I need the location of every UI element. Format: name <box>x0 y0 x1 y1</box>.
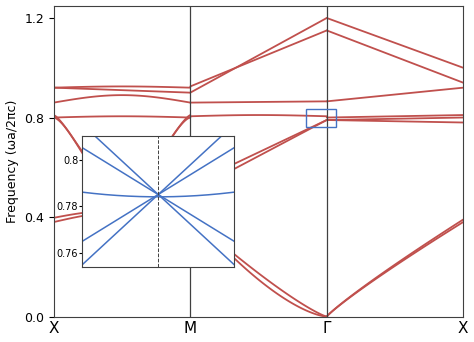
Y-axis label: Frequency (ωa/2πc): Frequency (ωa/2πc) <box>6 100 18 223</box>
Bar <box>306 109 336 128</box>
